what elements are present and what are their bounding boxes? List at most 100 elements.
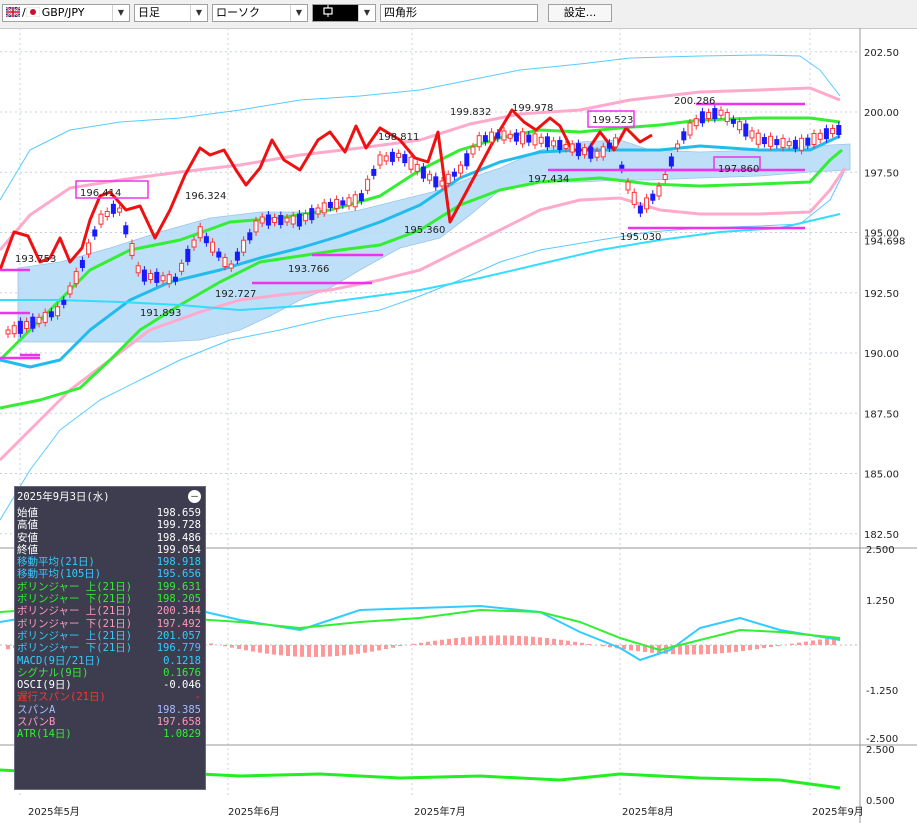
- data-window-row: 安値 198.486: [15, 532, 205, 544]
- macd-axis-label: 1.250: [866, 596, 895, 607]
- osci-bar: [251, 645, 255, 652]
- osci-bar: [671, 645, 675, 655]
- chevron-down-icon: ▼: [112, 5, 129, 21]
- candle-body: [489, 131, 495, 143]
- price-annotation: 191.893: [140, 308, 181, 319]
- candle-body: [179, 262, 185, 272]
- data-window-row: 移動平均(105日) 195.656: [15, 568, 205, 580]
- lagging-span-line: [0, 108, 653, 271]
- candle-body: [24, 321, 30, 330]
- data-window[interactable]: 2025年9月3日(水) – 始値 198.659 高値 199.728 安値 198.4…: [14, 486, 206, 790]
- candle-body: [265, 214, 271, 226]
- price-annotation: 193.766: [288, 264, 329, 275]
- data-window-value: 200.344: [156, 605, 201, 618]
- osci-bar: [447, 638, 451, 645]
- osci-bar: [678, 645, 682, 655]
- osci-bar: [377, 645, 381, 651]
- osci-bar: [755, 645, 759, 650]
- candle-body: [148, 273, 154, 281]
- osci-bar: [244, 645, 248, 651]
- candle-body: [644, 197, 650, 210]
- osci-bar: [587, 643, 591, 645]
- osci-bar: [209, 643, 213, 645]
- settings-button[interactable]: 設定...: [548, 4, 612, 22]
- price-axis-label: 192.50: [864, 289, 899, 300]
- osci-bar: [489, 635, 493, 645]
- osci-bar: [650, 645, 654, 653]
- candle-body: [408, 156, 414, 170]
- price-axis-label: 202.50: [864, 48, 899, 59]
- osci-bar: [440, 639, 444, 645]
- data-window-row: ボリンジャー 上(21日) 200.344: [15, 605, 205, 617]
- candle-body: [30, 316, 36, 329]
- data-window-label: 移動平均(21日): [17, 556, 95, 569]
- data-window-row: スパンA 198.385: [15, 704, 205, 716]
- data-window-row: 始値 198.659: [15, 507, 205, 519]
- price-annotation: 197.434: [528, 174, 569, 185]
- candle-body: [625, 181, 631, 191]
- draw-tool-select[interactable]: ▼: [312, 4, 376, 22]
- timeframe-select[interactable]: 日足 ▼: [134, 4, 208, 22]
- price-annotations: 193.753 196.414 196.324 191.893 192.727 193.7…: [15, 96, 759, 319]
- data-window-row: 移動平均(21日) 198.918: [15, 556, 205, 568]
- date-axis-label: 2025年7月: [414, 805, 466, 818]
- data-window-value: 1.0829: [163, 728, 201, 741]
- candle-body: [427, 173, 433, 181]
- candle-body: [830, 128, 836, 135]
- candle-body: [681, 131, 687, 141]
- candle-body: [296, 213, 302, 227]
- candle-body: [495, 132, 501, 139]
- candle-body: [247, 232, 253, 241]
- symbol-select[interactable]: / GBP/JPY ▼: [2, 4, 130, 22]
- data-window-label: 安値: [17, 531, 38, 544]
- osci-bar: [237, 645, 241, 650]
- candle-body: [693, 118, 699, 127]
- osci-bar: [741, 645, 745, 652]
- candle-body: [321, 202, 327, 214]
- osci-bar: [790, 643, 794, 645]
- data-window-row: ボリンジャー 上(21日) 201.057: [15, 630, 205, 642]
- candle-body: [662, 174, 668, 180]
- candle-body: [482, 135, 488, 143]
- rectangle-tool-icon: [322, 5, 334, 21]
- data-window-label: 始値: [17, 507, 38, 519]
- candle-body: [340, 200, 346, 206]
- data-window-value: 196.779: [156, 642, 201, 655]
- data-window-value: 198.918: [156, 556, 201, 569]
- rectangle-drawings[interactable]: [0, 102, 805, 360]
- osci-bar: [461, 637, 465, 645]
- candle-body: [154, 271, 160, 283]
- data-window-row: 高値 199.728: [15, 519, 205, 531]
- candle-body: [383, 155, 389, 162]
- osci-bar: [426, 641, 430, 645]
- candle-body: [5, 329, 11, 335]
- price-annotation: 196.414: [80, 188, 121, 199]
- price-annotation: 195.030: [620, 232, 661, 243]
- data-window-value: 198.659: [156, 507, 201, 519]
- collapse-icon[interactable]: –: [188, 490, 201, 503]
- candle-body: [160, 275, 166, 282]
- candle-body: [334, 198, 340, 209]
- candle-body: [805, 137, 811, 146]
- symbol-label: GBP/JPY: [41, 6, 85, 19]
- candle-body: [228, 263, 234, 269]
- candle-body: [135, 265, 141, 274]
- candle-body: [774, 139, 780, 146]
- candle-body: [637, 205, 643, 214]
- candle-body: [768, 135, 774, 147]
- date-axis-label: 2025年9月: [812, 805, 864, 818]
- data-window-row: ボリンジャー 下(21日) 196.779: [15, 642, 205, 654]
- osci-bar: [370, 645, 374, 652]
- candle-body: [718, 109, 724, 116]
- candle-body: [358, 193, 364, 202]
- data-window-row: ボリンジャー 下(21日) 197.492: [15, 618, 205, 630]
- data-window-value: -: [194, 691, 201, 704]
- osci-bar: [314, 645, 318, 657]
- candle-body: [532, 133, 538, 146]
- osci-bar: [230, 645, 234, 648]
- candle-body: [811, 133, 817, 145]
- chart-style-select[interactable]: ローソク ▼: [212, 4, 308, 22]
- candle-body: [117, 207, 123, 213]
- rectangle-drawing: [75, 180, 149, 199]
- candle-body: [73, 271, 79, 285]
